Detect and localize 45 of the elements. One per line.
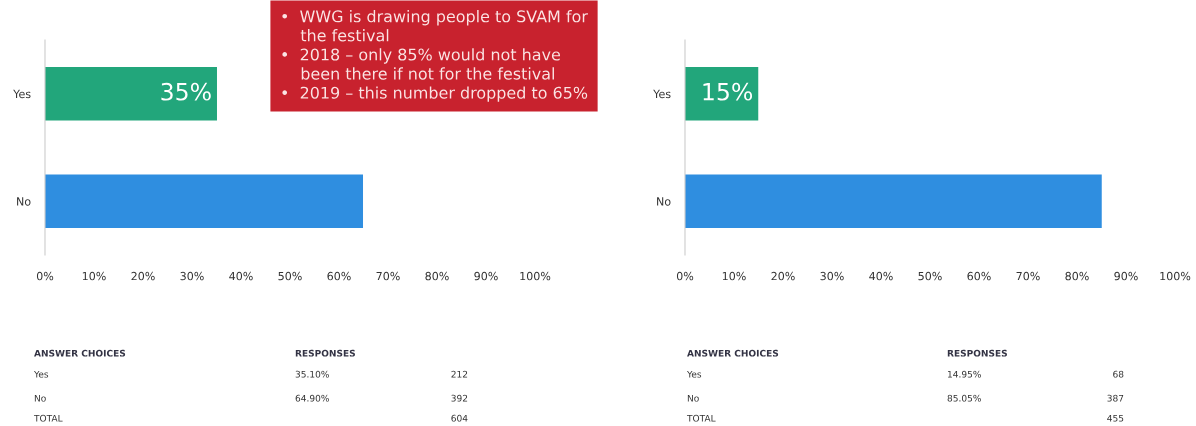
x-tick-label: 0% (676, 271, 694, 281)
text: 392 (451, 394, 468, 402)
x-tick-label: 30% (180, 271, 204, 281)
x-tick-label: 20% (771, 271, 795, 281)
text: RESPONSES (947, 349, 1007, 357)
text: TOTAL (686, 414, 716, 422)
x-tick-label: 40% (229, 271, 253, 281)
text: No (687, 394, 699, 402)
text: TOTAL (33, 414, 63, 422)
data-label: 15% (703, 82, 753, 101)
x-tick-label: 40% (869, 271, 893, 281)
x-tick-label: 10% (82, 271, 106, 281)
data-label: 35% (161, 82, 211, 101)
x-tick-label: 100% (1160, 271, 1191, 281)
text: 212 (451, 370, 468, 378)
x-tick-label: 60% (327, 271, 351, 281)
x-tick-label: 70% (1016, 271, 1040, 281)
text: 68 (1113, 370, 1124, 378)
text: Yes (33, 370, 49, 378)
x-tick-label: 50% (918, 271, 942, 281)
x-tick-label: 60% (967, 271, 991, 281)
text: 14.95% (947, 370, 981, 378)
x-tick-label: 30% (820, 271, 844, 281)
text: 35.10% (295, 370, 329, 378)
x-tick-label: 0% (36, 271, 54, 281)
x-tick-label: 10% (722, 271, 746, 281)
text: RESPONSES (295, 349, 355, 357)
text: ANSWER CHOICES (34, 349, 126, 357)
x-tick-label: 80% (425, 271, 449, 281)
text: No (34, 394, 46, 402)
x-tick-label: 70% (376, 271, 400, 281)
text: 64.90% (295, 394, 329, 402)
text: Yes (686, 370, 702, 378)
x-tick-label: 50% (278, 271, 302, 281)
x-tick-label: 80% (1065, 271, 1089, 281)
x-tick-label: 100% (520, 271, 551, 281)
x-tick-label: 90% (474, 271, 498, 281)
text: 85.05% (947, 394, 981, 402)
text: ANSWER CHOICES (687, 349, 779, 357)
x-tick-label: 90% (1114, 271, 1138, 281)
text: 387 (1107, 394, 1124, 402)
annotation: • WWG is drawing people to SVAM for the festival • 2018 – only 85% would not have been there if not for the festival • 2019 – this number dropped to 65% (282, 10, 588, 102)
x-tick-label: 20% (131, 271, 155, 281)
text: 455 (1107, 414, 1124, 422)
text: 604 (451, 414, 468, 422)
